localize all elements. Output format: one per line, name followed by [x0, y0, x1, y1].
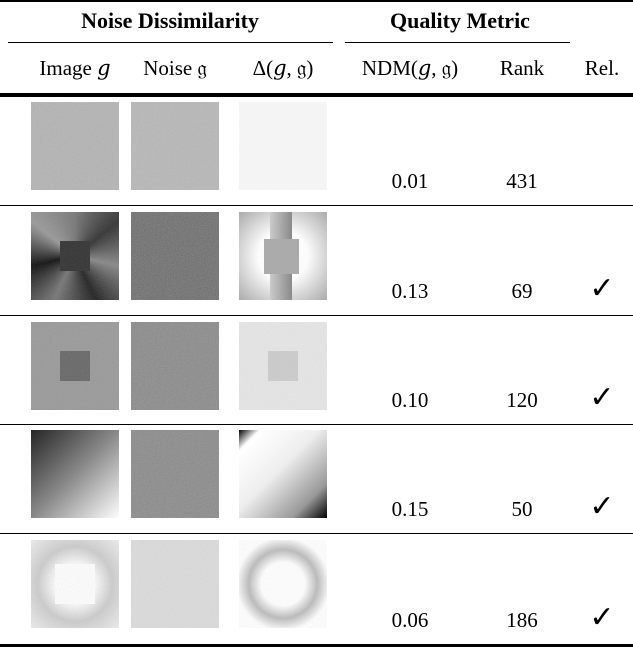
thumbnail — [239, 102, 327, 190]
row-rule — [0, 315, 633, 316]
noise — [239, 212, 327, 300]
texture — [239, 430, 327, 518]
ndm-value: 0.15 — [360, 497, 460, 522]
texture — [239, 212, 327, 300]
ndm-value: 0.06 — [360, 608, 460, 633]
texture — [31, 102, 119, 190]
rank-value: 186 — [482, 608, 562, 633]
texture — [131, 430, 219, 518]
column-header: Image 𝑔 — [20, 56, 130, 81]
thumbnail — [239, 212, 327, 300]
row-rule — [0, 533, 633, 534]
thumbnail — [131, 322, 219, 410]
noise — [31, 540, 119, 628]
thumbnail — [239, 540, 327, 628]
column-header: Δ(𝑔, 𝔤) — [233, 56, 333, 81]
column-header: Rank — [482, 56, 562, 81]
noise — [131, 212, 219, 300]
noise — [131, 430, 219, 518]
cmid-rule — [345, 42, 570, 43]
thumbnail — [31, 212, 119, 300]
thumbnail — [239, 322, 327, 410]
column-header: Rel. — [572, 56, 632, 81]
thumbnail — [131, 540, 219, 628]
rel-check: ✓ — [572, 271, 632, 306]
noise — [239, 102, 327, 190]
rel-check: ✓ — [572, 600, 632, 635]
thumbnail — [31, 430, 119, 518]
noise — [131, 540, 219, 628]
texture — [131, 322, 219, 410]
noise — [239, 322, 327, 410]
texture — [131, 540, 219, 628]
thumbnail — [31, 102, 119, 190]
ndm-value: 0.10 — [360, 388, 460, 413]
rank-value: 120 — [482, 388, 562, 413]
row-rule — [0, 424, 633, 425]
texture — [131, 102, 219, 190]
thumbnail — [131, 430, 219, 518]
thumbnail — [131, 212, 219, 300]
table: Noise Dissimilarity Quality Metric Image… — [0, 0, 633, 650]
rel-check: ✓ — [572, 489, 632, 524]
noise — [31, 102, 119, 190]
thumbnail — [239, 430, 327, 518]
ndm-value: 0.13 — [360, 279, 460, 304]
column-header: Noise 𝔤 — [125, 56, 225, 81]
row-rule — [0, 205, 633, 206]
noise — [131, 322, 219, 410]
group-header: Quality Metric — [340, 8, 580, 34]
noise — [31, 212, 119, 300]
thumbnail — [131, 102, 219, 190]
texture — [239, 540, 327, 628]
texture — [31, 322, 119, 410]
bottom-rule — [0, 644, 633, 647]
noise — [31, 322, 119, 410]
rank-value: 69 — [482, 279, 562, 304]
texture — [31, 430, 119, 518]
noise — [131, 102, 219, 190]
noise — [31, 430, 119, 518]
thumbnail — [31, 540, 119, 628]
rank-value: 431 — [482, 169, 562, 194]
top-rule — [0, 0, 633, 2]
texture — [239, 102, 327, 190]
texture — [31, 540, 119, 628]
header-rule — [0, 93, 633, 97]
column-header: NDM(𝑔, 𝔤) — [345, 56, 475, 81]
texture — [31, 212, 119, 300]
rank-value: 50 — [482, 497, 562, 522]
cmid-rule — [8, 42, 333, 43]
noise — [239, 540, 327, 628]
ndm-value: 0.01 — [360, 169, 460, 194]
group-header: Noise Dissimilarity — [0, 8, 340, 34]
rel-check: ✓ — [572, 380, 632, 415]
texture — [239, 322, 327, 410]
texture — [131, 212, 219, 300]
thumbnail — [31, 322, 119, 410]
